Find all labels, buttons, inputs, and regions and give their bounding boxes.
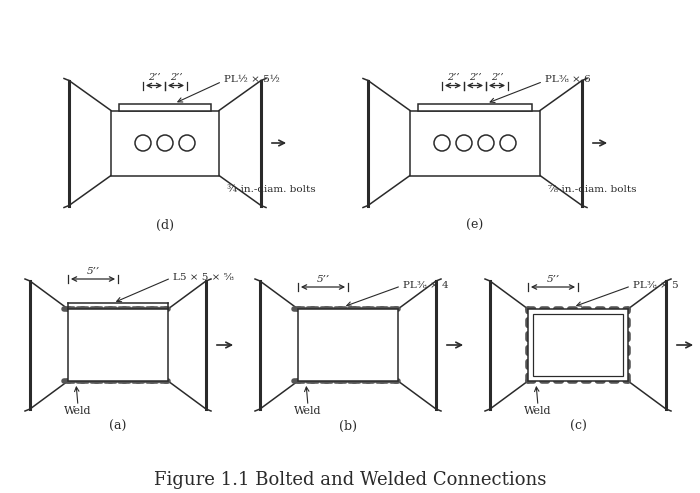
- Bar: [410, 110, 540, 176]
- Text: 2’’: 2’’: [447, 73, 459, 82]
- Bar: [119, 104, 211, 110]
- Text: PL⅜ × 6: PL⅜ × 6: [545, 75, 591, 84]
- Circle shape: [500, 135, 516, 151]
- Text: Figure 1.1 Bolted and Welded Connections: Figure 1.1 Bolted and Welded Connections: [154, 471, 546, 489]
- Bar: [111, 110, 219, 176]
- Text: 2’’: 2’’: [148, 73, 160, 82]
- Text: 5’’: 5’’: [547, 275, 559, 284]
- Bar: [298, 309, 398, 381]
- Text: 2’’: 2’’: [469, 73, 482, 82]
- Text: Weld: Weld: [524, 406, 552, 416]
- Text: L5 × 5 × ⅝: L5 × 5 × ⅝: [173, 273, 234, 282]
- Bar: [68, 309, 168, 381]
- Circle shape: [135, 135, 151, 151]
- Text: PL½ × 5½: PL½ × 5½: [224, 75, 280, 84]
- Bar: [528, 309, 628, 381]
- Circle shape: [478, 135, 494, 151]
- Text: (c): (c): [570, 420, 587, 432]
- Text: PL⅜ × 4: PL⅜ × 4: [403, 281, 449, 289]
- Text: Weld: Weld: [64, 406, 92, 416]
- Circle shape: [179, 135, 195, 151]
- Text: 2’’: 2’’: [169, 73, 182, 82]
- Text: (e): (e): [466, 219, 484, 232]
- Bar: [533, 314, 623, 376]
- Bar: [418, 104, 532, 110]
- Text: PL⅜ × 5: PL⅜ × 5: [633, 281, 678, 289]
- Text: ⅞-in.-diam. bolts: ⅞-in.-diam. bolts: [548, 185, 636, 195]
- Text: ¾-in.-diam. bolts: ¾-in.-diam. bolts: [227, 185, 316, 195]
- Text: (a): (a): [109, 420, 127, 432]
- Circle shape: [434, 135, 450, 151]
- Text: 2’’: 2’’: [491, 73, 503, 82]
- Text: Weld: Weld: [294, 406, 322, 416]
- Circle shape: [456, 135, 472, 151]
- Text: (b): (b): [339, 420, 357, 432]
- Text: 5’’: 5’’: [316, 275, 330, 284]
- Text: 5’’: 5’’: [86, 267, 99, 276]
- Text: (d): (d): [156, 219, 174, 232]
- Circle shape: [157, 135, 173, 151]
